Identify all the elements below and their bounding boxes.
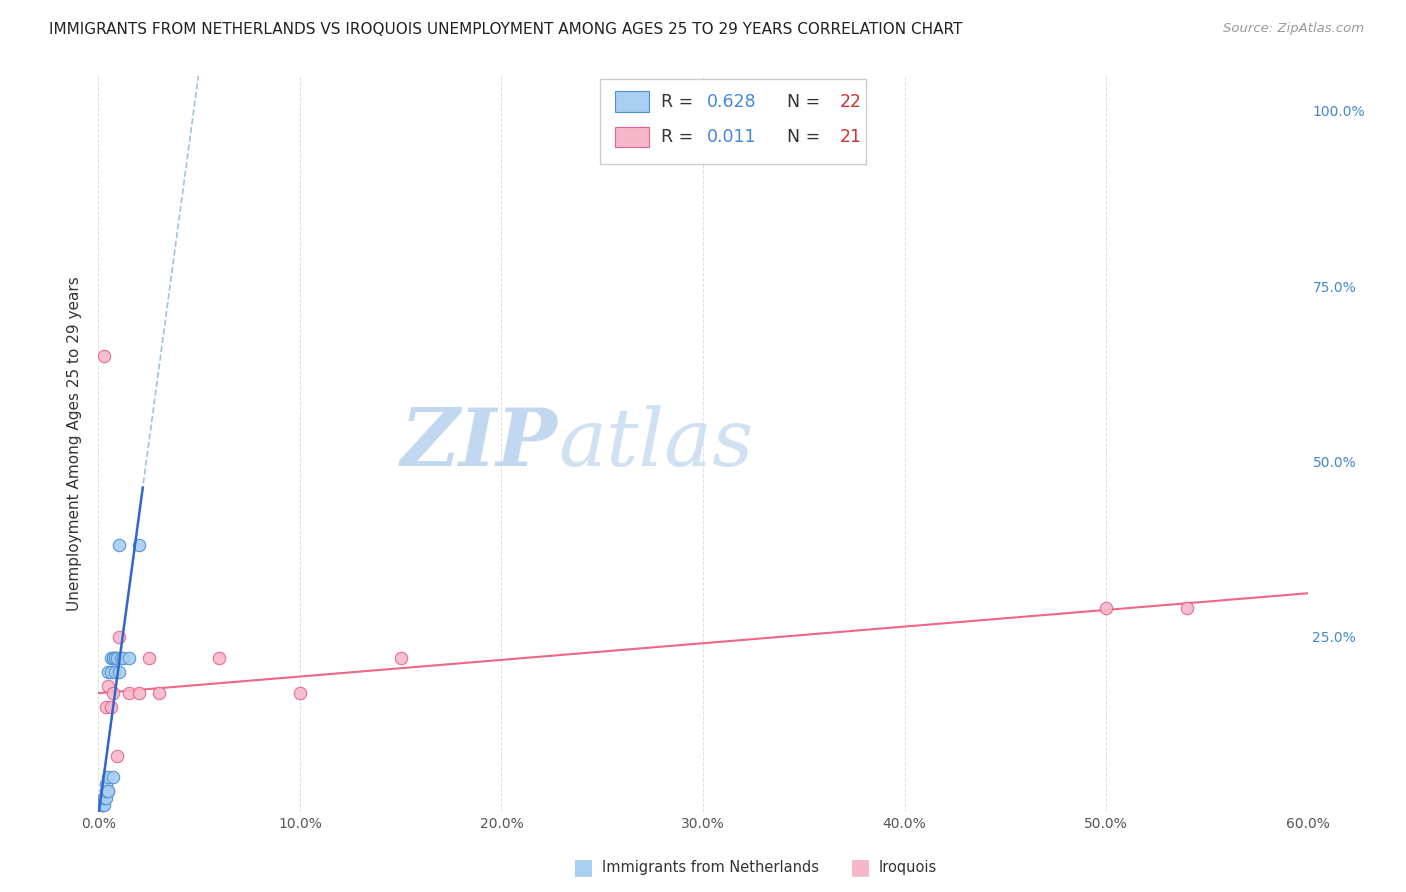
Point (97, 783, 120, 797)
Point (103, 650, 125, 665)
Point (100, 699, 122, 714)
Point (1095, 601, 1118, 615)
FancyBboxPatch shape (600, 79, 866, 164)
Point (138, 650, 160, 665)
Point (91, 797, 114, 812)
Point (389, 650, 412, 665)
Point (148, 685, 170, 699)
Text: N =: N = (776, 128, 825, 146)
Point (128, 685, 150, 699)
Point (1175, 601, 1198, 615)
Text: R =: R = (661, 93, 699, 111)
Text: N =: N = (776, 93, 825, 111)
Text: Iroquois: Iroquois (879, 860, 936, 874)
Point (110, 650, 132, 665)
Text: IMMIGRANTS FROM NETHERLANDS VS IROQUOIS UNEMPLOYMENT AMONG AGES 25 TO 29 YEARS C: IMMIGRANTS FROM NETHERLANDS VS IROQUOIS … (49, 22, 963, 37)
Text: R =: R = (661, 128, 699, 146)
Point (100, 665, 122, 679)
Point (97, 770, 120, 784)
Text: ■: ■ (574, 857, 593, 877)
Text: Immigrants from Netherlands: Immigrants from Netherlands (602, 860, 818, 874)
Text: 0.011: 0.011 (707, 128, 756, 146)
Point (100, 650, 122, 665)
Point (101, 650, 124, 665)
Text: atlas: atlas (558, 405, 754, 483)
Point (93, 790, 115, 805)
Point (118, 650, 141, 665)
Y-axis label: Unemployment Among Ages 25 to 29 years: Unemployment Among Ages 25 to 29 years (67, 277, 83, 611)
Point (107, 630, 129, 644)
Point (103, 665, 125, 679)
Text: ■: ■ (851, 857, 870, 877)
Point (128, 538, 150, 552)
Point (107, 538, 129, 552)
Point (93, 349, 115, 363)
Point (91, 797, 114, 812)
Text: 21: 21 (839, 128, 862, 146)
Point (96, 783, 118, 797)
Text: Source: ZipAtlas.com: Source: ZipAtlas.com (1223, 22, 1364, 36)
Point (101, 770, 124, 784)
Point (103, 650, 125, 665)
Point (105, 650, 128, 665)
Point (111, 650, 134, 665)
Point (105, 748, 128, 763)
FancyBboxPatch shape (614, 91, 648, 112)
Point (97, 679, 120, 693)
Point (93, 797, 115, 812)
Point (288, 685, 311, 699)
Point (96, 783, 118, 797)
Point (101, 685, 124, 699)
Point (97, 783, 120, 797)
Text: 0.628: 0.628 (707, 93, 756, 111)
Point (96, 777, 118, 791)
Point (93, 790, 115, 805)
Point (107, 665, 129, 679)
Text: ZIP: ZIP (401, 405, 558, 483)
Point (101, 650, 124, 665)
Point (96, 790, 118, 805)
Point (96, 699, 118, 714)
Point (97, 665, 120, 679)
Text: 22: 22 (839, 93, 862, 111)
FancyBboxPatch shape (614, 127, 648, 147)
Point (208, 650, 231, 665)
Point (118, 685, 141, 699)
